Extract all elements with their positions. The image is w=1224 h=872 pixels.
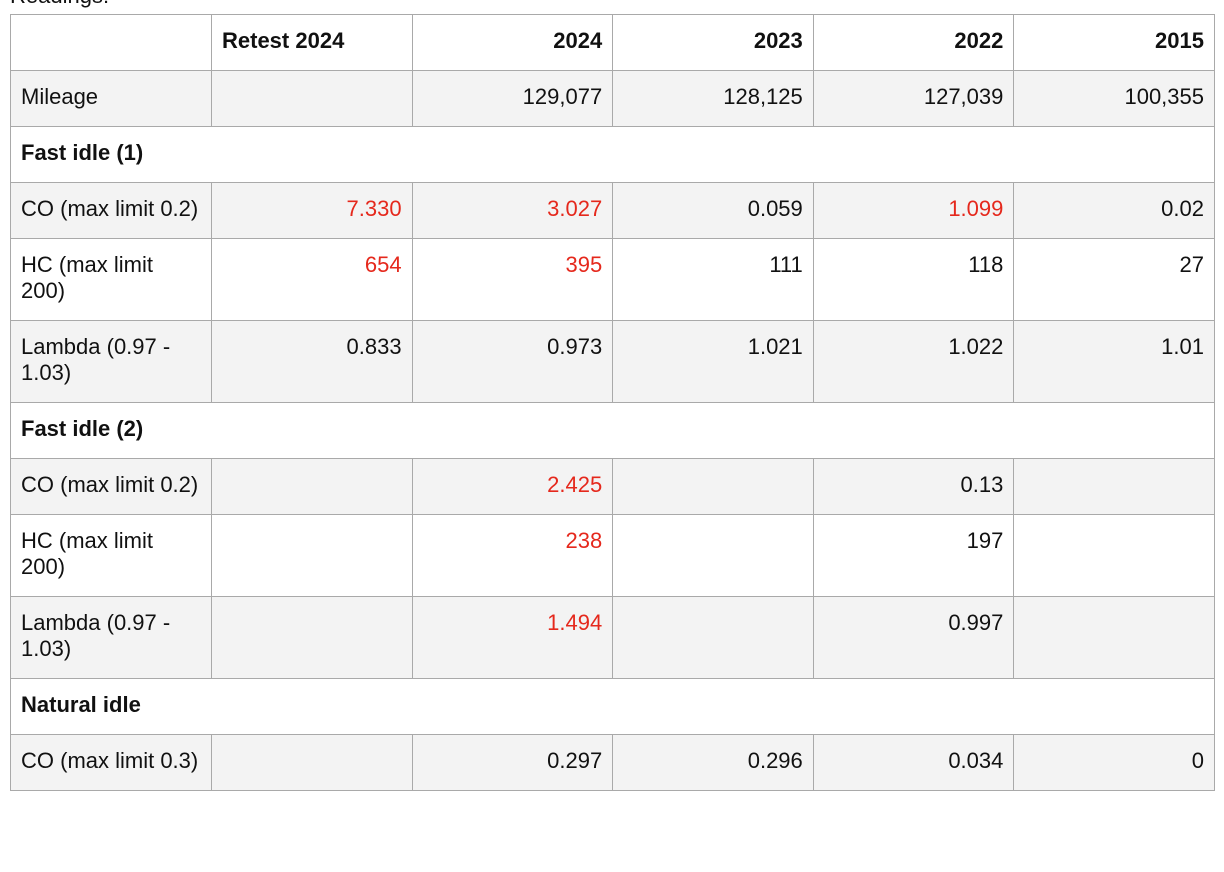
column-header: 2024 <box>411 14 614 71</box>
value-cell: 0 <box>1013 734 1215 791</box>
value-cell: 1.494 <box>411 596 614 679</box>
row-label: CO (max limit 0.2) <box>10 182 212 239</box>
row-label: Lambda (0.97 - 1.03) <box>10 596 212 679</box>
value-cell <box>1013 514 1215 597</box>
data-row: CO (max limit 0.2) 2.425 0.13 <box>10 458 1215 515</box>
intro-text: Readings: <box>10 0 109 9</box>
section-label: Natural idle <box>10 678 1215 735</box>
data-row: Mileage 129,077 128,125 127,039 100,355 <box>10 70 1215 127</box>
data-row: Lambda (0.97 - 1.03) 0.833 0.973 1.021 1.022… <box>10 320 1215 403</box>
data-row: HC (max limit 200) 654 395 111 118 27 <box>10 238 1215 321</box>
column-header <box>10 14 212 71</box>
data-row: HC (max limit 200) 238 197 <box>10 514 1215 597</box>
section-row: Fast idle (1) <box>10 126 1215 183</box>
value-cell: 0.973 <box>411 320 614 403</box>
section-row: Natural idle <box>10 678 1215 735</box>
section-label: Fast idle (1) <box>10 126 1215 183</box>
data-row: CO (max limit 0.2) 7.330 3.027 0.059 1.099 0.… <box>10 182 1215 239</box>
value-cell: 0.297 <box>411 734 614 791</box>
value-cell: 3.027 <box>411 182 614 239</box>
readings-table: Retest 2024 2024 2023 2022 2015 Mileage 129,07… <box>10 14 1215 791</box>
value-cell: 1.022 <box>812 320 1015 403</box>
value-cell: 127,039 <box>812 70 1015 127</box>
column-header: Retest 2024 <box>211 14 413 71</box>
column-header: 2015 <box>1013 14 1215 71</box>
section-label: Fast idle (2) <box>10 402 1215 459</box>
value-cell <box>612 514 814 597</box>
row-label: CO (max limit 0.3) <box>10 734 212 791</box>
data-row: Lambda (0.97 - 1.03) 1.494 0.997 <box>10 596 1215 679</box>
value-cell: 654 <box>211 238 413 321</box>
value-cell: 238 <box>411 514 614 597</box>
value-cell: 7.330 <box>211 182 413 239</box>
value-cell: 1.01 <box>1013 320 1215 403</box>
value-cell <box>211 596 413 679</box>
value-cell <box>211 70 413 127</box>
row-label: Lambda (0.97 - 1.03) <box>10 320 212 403</box>
value-cell: 395 <box>411 238 614 321</box>
value-cell: 129,077 <box>411 70 614 127</box>
value-cell <box>1013 458 1215 515</box>
value-cell: 0.833 <box>211 320 413 403</box>
value-cell: 1.099 <box>812 182 1015 239</box>
section-row: Fast idle (2) <box>10 402 1215 459</box>
value-cell <box>612 458 814 515</box>
value-cell: 0.13 <box>812 458 1015 515</box>
row-label: HC (max limit 200) <box>10 514 212 597</box>
column-header: 2023 <box>612 14 814 71</box>
value-cell: 27 <box>1013 238 1215 321</box>
value-cell <box>211 458 413 515</box>
value-cell: 1.021 <box>612 320 814 403</box>
value-cell <box>1013 596 1215 679</box>
value-cell: 100,355 <box>1013 70 1215 127</box>
value-cell: 0.034 <box>812 734 1015 791</box>
value-cell: 197 <box>812 514 1015 597</box>
value-cell: 111 <box>612 238 814 321</box>
value-cell: 2.425 <box>411 458 614 515</box>
column-header: 2022 <box>812 14 1015 71</box>
row-label: HC (max limit 200) <box>10 238 212 321</box>
header-row: Retest 2024 2024 2023 2022 2015 <box>10 14 1215 71</box>
row-label: CO (max limit 0.2) <box>10 458 212 515</box>
value-cell: 118 <box>812 238 1015 321</box>
value-cell: 0.997 <box>812 596 1015 679</box>
value-cell <box>612 596 814 679</box>
value-cell <box>211 734 413 791</box>
value-cell: 0.296 <box>612 734 814 791</box>
value-cell: 0.059 <box>612 182 814 239</box>
value-cell <box>211 514 413 597</box>
row-label: Mileage <box>10 70 212 127</box>
data-row: CO (max limit 0.3) 0.297 0.296 0.034 0 <box>10 734 1215 791</box>
value-cell: 0.02 <box>1013 182 1215 239</box>
value-cell: 128,125 <box>612 70 814 127</box>
